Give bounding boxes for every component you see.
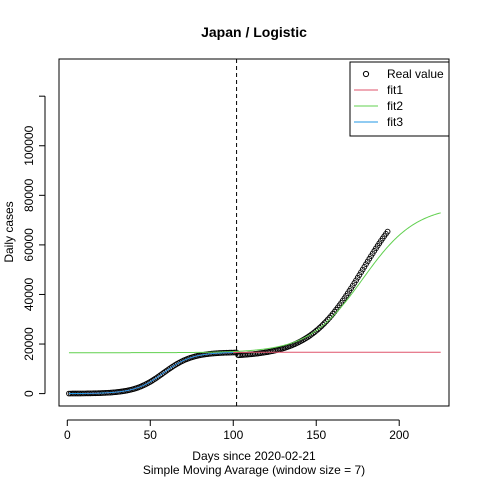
- data-point: [311, 329, 318, 335]
- chart-title: Japan / Logistic: [201, 24, 307, 40]
- legend: Real value fit1 fit2 fit3: [349, 61, 450, 137]
- y-tick-label: 40000: [22, 277, 36, 311]
- series-line-fit3: [68, 352, 234, 395]
- y-tick-label: 20000: [22, 327, 36, 361]
- legend-label: Real value: [387, 67, 444, 81]
- legend-label: fit1: [387, 83, 403, 97]
- x-tick-label: 150: [306, 428, 326, 442]
- x-axis-label: Days since 2020-02-21: [192, 449, 316, 463]
- data-point: [313, 327, 320, 334]
- legend-label: fit3: [387, 115, 403, 129]
- x-tick-label: 100: [223, 428, 243, 442]
- x-tick-label: 200: [389, 428, 409, 442]
- data-point: [321, 320, 328, 326]
- chart-subtitle: Simple Moving Avarage (window size = 7): [143, 463, 365, 477]
- data-point: [318, 323, 325, 330]
- data-point: [316, 325, 323, 331]
- data-point: [384, 228, 391, 235]
- y-tick-label: 100000: [22, 125, 36, 165]
- data-point: [323, 318, 330, 325]
- legend-symbol: [362, 70, 370, 78]
- data-point: [315, 326, 321, 333]
- y-axis: 0 20000 40000 60000 80000 100000: [22, 95, 46, 397]
- plot-frame: [58, 58, 450, 407]
- y-tick-label: 60000: [22, 228, 36, 262]
- y-tick-label: 80000: [22, 178, 36, 212]
- series-line-fit2: [68, 212, 441, 354]
- legend-box: [349, 61, 450, 137]
- plot-area: [66, 59, 441, 406]
- x-tick-label: 0: [64, 428, 71, 442]
- x-tick-label: 50: [144, 428, 158, 442]
- legend-label: fit2: [387, 99, 403, 113]
- data-point: [320, 321, 326, 328]
- y-tick-label: 0: [22, 390, 36, 397]
- x-axis: 0 50 100 150 200: [64, 419, 410, 442]
- y-axis-label: Daily cases: [2, 201, 16, 262]
